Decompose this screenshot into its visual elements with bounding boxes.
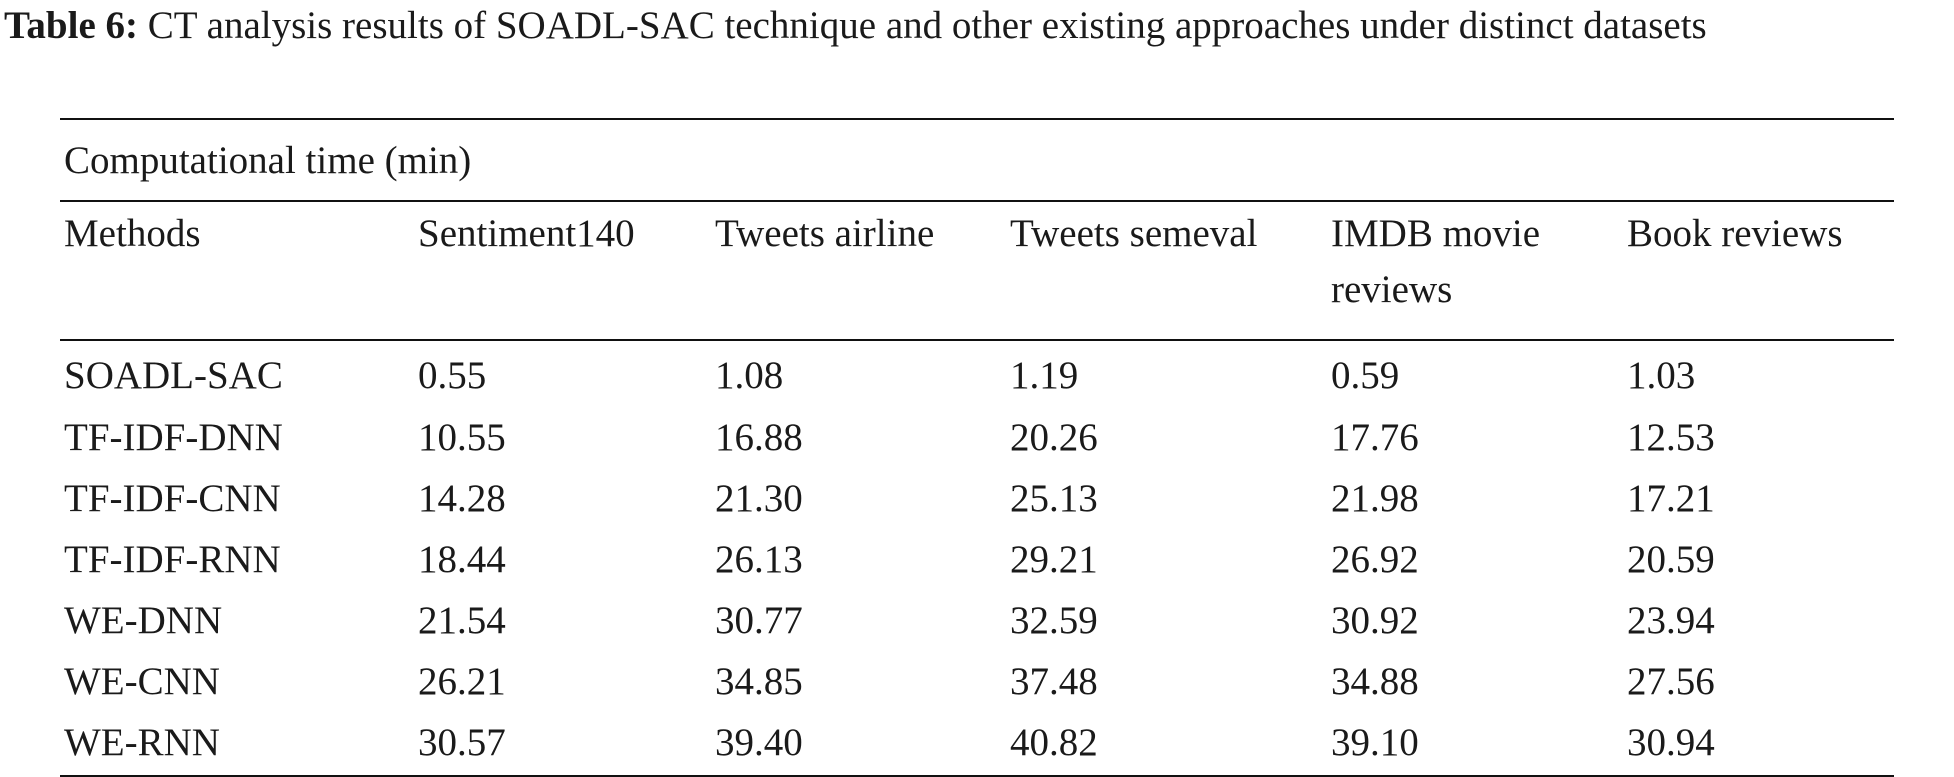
value-cell: 0.55 xyxy=(418,354,487,397)
column-header-tweets-airline: Tweets airline xyxy=(715,212,935,255)
value-cell: 27.56 xyxy=(1627,660,1715,703)
value-cell: 34.88 xyxy=(1331,660,1419,703)
value-cell: 1.19 xyxy=(1010,354,1079,397)
table-row: WE-RNN 30.57 39.40 40.82 39.10 30.94 xyxy=(60,712,1894,776)
column-header-row: Methods Sentiment140 Tweets airline Twee… xyxy=(60,201,1894,340)
value-cell: 21.98 xyxy=(1331,477,1419,520)
value-cell: 30.94 xyxy=(1627,721,1715,764)
value-cell: 26.21 xyxy=(418,660,506,703)
table-row: WE-DNN 21.54 30.77 32.59 30.92 23.94 xyxy=(60,590,1894,651)
method-cell: WE-RNN xyxy=(64,721,220,764)
column-header-tweets-semeval: Tweets semeval xyxy=(1010,212,1258,255)
value-cell: 29.21 xyxy=(1010,538,1098,581)
value-cell: 16.88 xyxy=(715,416,803,459)
computational-time-table: Computational time (min) Methods Sentime… xyxy=(60,118,1894,777)
method-cell: TF-IDF-CNN xyxy=(64,477,281,520)
method-cell: TF-IDF-DNN xyxy=(64,416,283,459)
method-cell: WE-DNN xyxy=(64,599,223,642)
table-row: TF-IDF-RNN 18.44 26.13 29.21 26.92 20.59 xyxy=(60,529,1894,590)
value-cell: 40.82 xyxy=(1010,721,1098,764)
value-cell: 1.03 xyxy=(1627,354,1696,397)
value-cell: 10.55 xyxy=(418,416,506,459)
value-cell: 37.48 xyxy=(1010,660,1098,703)
table-row: SOADL-SAC 0.55 1.08 1.19 0.59 1.03 xyxy=(60,340,1894,407)
value-cell: 14.28 xyxy=(418,477,506,520)
value-cell: 26.13 xyxy=(715,538,803,581)
value-cell: 39.10 xyxy=(1331,721,1419,764)
value-cell: 1.08 xyxy=(715,354,784,397)
table-row: TF-IDF-DNN 10.55 16.88 20.26 17.76 12.53 xyxy=(60,407,1894,468)
column-header-imdb-movie-reviews: IMDB movie reviews xyxy=(1331,212,1541,311)
value-cell: 12.53 xyxy=(1627,416,1715,459)
table-row: TF-IDF-CNN 14.28 21.30 25.13 21.98 17.21 xyxy=(60,468,1894,529)
table-caption: Table 6: CT analysis results of SOADL-SA… xyxy=(4,2,1949,49)
value-cell: 30.92 xyxy=(1331,599,1419,642)
method-cell: WE-CNN xyxy=(64,660,220,703)
value-cell: 0.59 xyxy=(1331,354,1400,397)
caption-text: CT analysis results of SOADL-SAC techniq… xyxy=(138,4,1707,47)
column-header-sentiment140: Sentiment140 xyxy=(418,212,635,255)
results-table-container: Computational time (min) Methods Sentime… xyxy=(60,118,1894,777)
value-cell: 23.94 xyxy=(1627,599,1715,642)
value-cell: 32.59 xyxy=(1010,599,1098,642)
table-row: WE-CNN 26.21 34.85 37.48 34.88 27.56 xyxy=(60,651,1894,712)
value-cell: 25.13 xyxy=(1010,477,1098,520)
value-cell: 21.30 xyxy=(715,477,803,520)
value-cell: 20.59 xyxy=(1627,538,1715,581)
value-cell: 30.57 xyxy=(418,721,506,764)
value-cell: 26.92 xyxy=(1331,538,1419,581)
group-header-row: Computational time (min) xyxy=(60,119,1894,202)
value-cell: 17.21 xyxy=(1627,477,1715,520)
value-cell: 30.77 xyxy=(715,599,803,642)
value-cell: 18.44 xyxy=(418,538,506,581)
value-cell: 39.40 xyxy=(715,721,803,764)
group-header: Computational time (min) xyxy=(60,119,1894,202)
column-header-methods: Methods xyxy=(64,212,201,255)
value-cell: 21.54 xyxy=(418,599,506,642)
value-cell: 17.76 xyxy=(1331,416,1419,459)
column-header-book-reviews: Book reviews xyxy=(1627,212,1843,255)
value-cell: 20.26 xyxy=(1010,416,1098,459)
caption-label: Table 6: xyxy=(4,4,139,47)
method-cell: SOADL-SAC xyxy=(64,354,283,397)
method-cell: TF-IDF-RNN xyxy=(64,538,281,581)
value-cell: 34.85 xyxy=(715,660,803,703)
